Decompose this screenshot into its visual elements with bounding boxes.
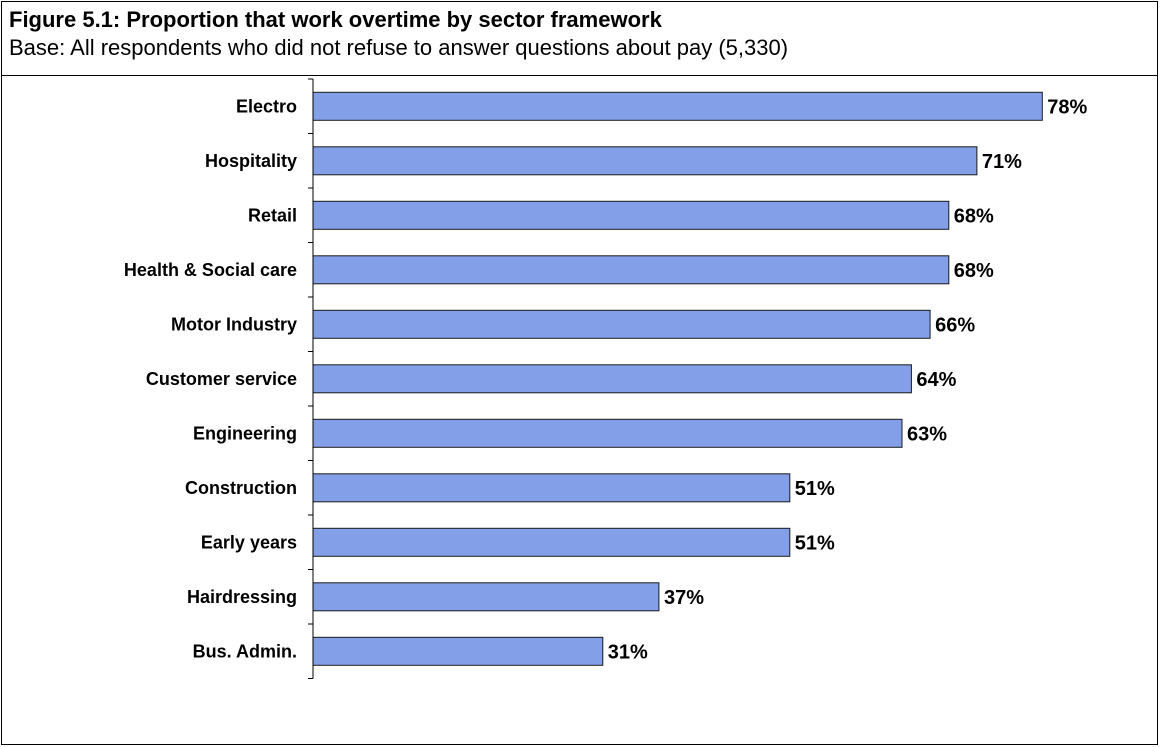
figure-header: Figure 5.1: Proportion that work overtim… — [2, 2, 1157, 76]
bar-7 — [312, 473, 791, 503]
bars-layer — [312, 91, 1043, 666]
bar-4 — [312, 309, 931, 339]
bar-10 — [312, 636, 604, 666]
value-label: 51% — [795, 532, 835, 554]
category-label: Retail — [248, 205, 297, 225]
figure-subtitle: Base: All respondents who did not refuse… — [9, 35, 789, 60]
value-label: 64% — [916, 369, 956, 391]
bar-chart-svg: Electro 78% Hospitality 71% Retail 68% Health … — [124, 78, 1088, 679]
category-label: Health & Social care — [124, 260, 297, 280]
value-label: 71% — [982, 151, 1022, 173]
value-label: 78% — [1047, 96, 1087, 118]
value-label: 31% — [608, 641, 648, 663]
value-label: 66% — [935, 314, 975, 336]
value-label: 37% — [664, 587, 704, 609]
bar-6 — [312, 418, 903, 448]
value-label: 51% — [795, 478, 835, 500]
value-label: 63% — [907, 423, 947, 445]
category-label: Construction — [185, 478, 297, 498]
bar-3 — [312, 255, 950, 285]
category-label: Electro — [236, 96, 297, 116]
bar-1 — [312, 146, 978, 176]
category-label: Bus. Admin. — [193, 641, 297, 661]
category-label: Early years — [201, 532, 297, 552]
value-label: 68% — [954, 260, 994, 282]
value-label: 68% — [954, 205, 994, 227]
category-label: Hospitality — [205, 151, 297, 171]
bar-chart: Electro 78% Hospitality 71% Retail 68% Health … — [2, 76, 1157, 744]
category-axis — [308, 78, 314, 679]
category-label: Motor Industry — [171, 314, 297, 334]
category-label: Hairdressing — [187, 587, 297, 607]
bar-0 — [312, 91, 1043, 121]
category-label: Customer service — [146, 369, 297, 389]
labels-layer: Electro 78% Hospitality 71% Retail 68% Health … — [124, 96, 1088, 663]
bar-9 — [312, 582, 660, 612]
figure-title: Figure 5.1: Proportion that work overtim… — [9, 7, 662, 32]
bar-8 — [312, 527, 791, 557]
bar-5 — [312, 364, 912, 394]
bar-2 — [312, 200, 950, 230]
category-label: Engineering — [193, 423, 297, 443]
